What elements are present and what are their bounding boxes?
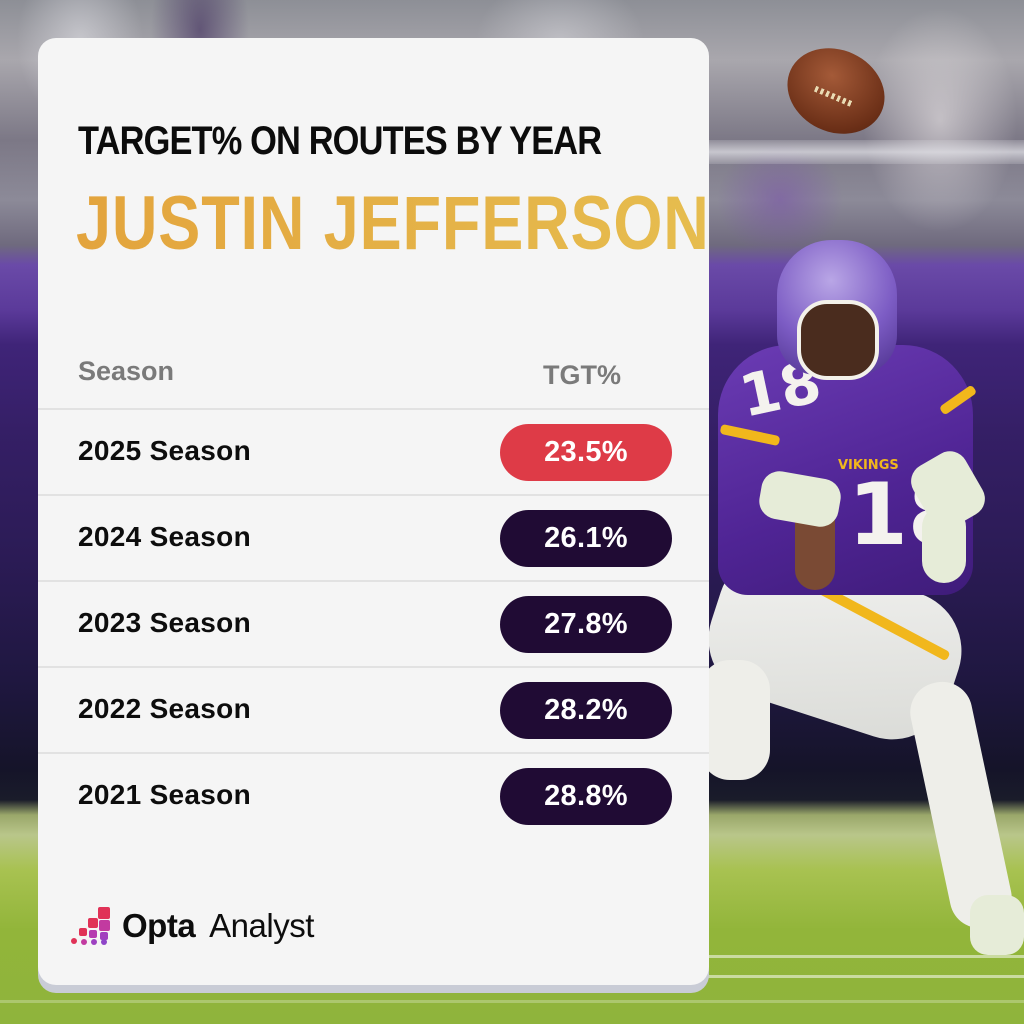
tgt-pill: 28.8% — [500, 768, 672, 825]
season-label: 2025 Season — [78, 435, 251, 466]
tgt-pill-highlight: 23.5% — [500, 424, 672, 481]
chart-subtitle: TARGET% ON ROUTES BY YEAR — [78, 119, 602, 163]
logo-text-analyst: Analyst — [209, 907, 314, 944]
field-yard-line — [0, 1000, 1024, 1003]
table-row: 2024 Season 26.1% — [38, 496, 709, 582]
column-header-season: Season — [78, 356, 175, 386]
player-facemask — [797, 300, 879, 380]
season-label: 2024 Season — [78, 521, 251, 552]
stats-table: Season TGT% 2025 Season 23.5% 2024 Seaso… — [38, 344, 709, 838]
logo-text-opta: Opta — [122, 907, 196, 944]
season-label: 2021 Season — [78, 779, 251, 810]
table-row: 2025 Season 23.5% — [38, 410, 709, 496]
tgt-pill: 26.1% — [500, 510, 672, 567]
tgt-pill: 27.8% — [500, 596, 672, 653]
tgt-pill: 28.2% — [500, 682, 672, 739]
player-leg — [700, 660, 770, 780]
season-label: 2023 Season — [78, 607, 251, 638]
player-cleat — [970, 895, 1024, 955]
column-header-tgt: TGT% — [543, 360, 621, 390]
opta-analyst-logo: Opta Analyst — [68, 905, 314, 947]
stadium-rail — [700, 140, 1024, 164]
season-label: 2022 Season — [78, 693, 251, 724]
football-icon — [773, 32, 899, 150]
table-row: 2023 Season 27.8% — [38, 582, 709, 668]
table-row: 2022 Season 28.2% — [38, 668, 709, 754]
player-arm-sleeve — [922, 505, 966, 583]
field-yard-line — [700, 955, 1024, 958]
table-header: Season TGT% — [38, 344, 709, 410]
player-name-title: JUSTIN JEFFERSON — [76, 181, 710, 266]
opta-pixel-stairs-icon — [68, 905, 114, 947]
team-wordmark: VIKINGS — [838, 458, 899, 473]
field-yard-line — [700, 975, 1024, 978]
player-photo: 18 18 VIKINGS — [700, 0, 1024, 1024]
table-row: 2021 Season 28.8% — [38, 754, 709, 838]
